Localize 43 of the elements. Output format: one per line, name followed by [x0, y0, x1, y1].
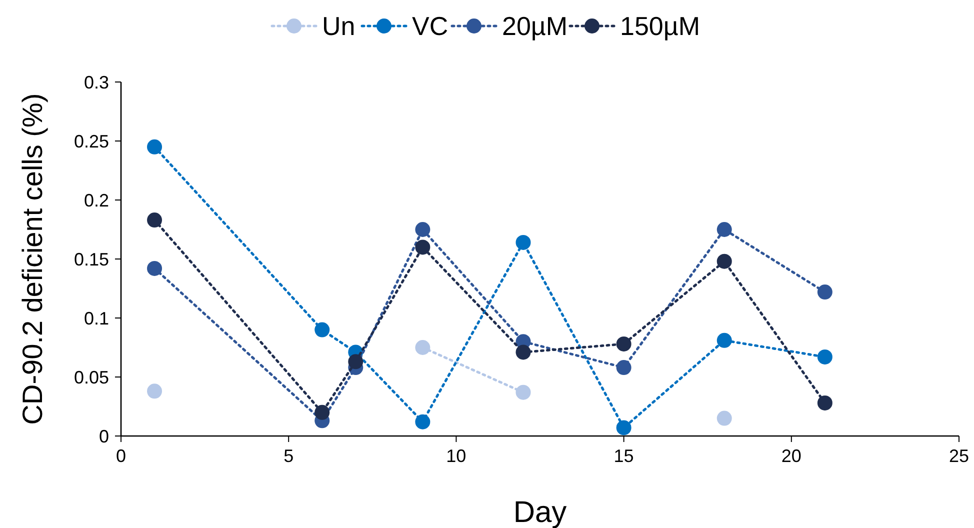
point — [147, 260, 162, 276]
legend-label: 150µM — [620, 11, 700, 42]
x-tick-label: 10 — [446, 446, 466, 466]
point — [516, 384, 531, 400]
legend-label: Un — [322, 11, 356, 42]
point — [147, 384, 162, 399]
point — [415, 414, 430, 430]
y-tick-label: 0 — [98, 426, 109, 446]
legend-label: VC — [412, 11, 448, 42]
y-tick-label: 0.15 — [74, 249, 109, 270]
point — [147, 212, 162, 228]
y-axis-title: CD-90.2 deficient cells (%) — [17, 93, 48, 425]
point — [314, 404, 330, 420]
y-tick-label: 0.2 — [84, 190, 109, 210]
y-tick-label: 0.05 — [74, 367, 109, 388]
x-tick-label: 25 — [948, 446, 970, 466]
point — [716, 222, 732, 237]
point — [147, 139, 162, 154]
point — [716, 254, 732, 269]
x-tick-label: 20 — [781, 446, 802, 466]
x-tick-label: 0 — [116, 446, 126, 466]
point — [415, 240, 430, 255]
point — [817, 284, 832, 300]
y-tick-label: 0.25 — [74, 131, 109, 152]
point — [616, 360, 632, 376]
x-tick-label: 15 — [614, 446, 634, 466]
point — [817, 395, 832, 410]
point — [415, 222, 430, 237]
x-tick-label: 5 — [284, 446, 294, 466]
point — [516, 234, 531, 250]
point — [516, 344, 531, 360]
point — [348, 354, 364, 370]
point — [817, 349, 832, 364]
y-tick-label: 0.3 — [84, 72, 109, 92]
point — [716, 410, 732, 426]
legend-label: 20µM — [502, 11, 568, 42]
point — [616, 420, 632, 436]
point — [314, 322, 330, 338]
y-tick-label: 0.1 — [84, 308, 109, 328]
point — [716, 332, 732, 348]
x-axis-title: Day — [513, 496, 567, 528]
point — [415, 340, 430, 355]
point — [616, 336, 632, 352]
